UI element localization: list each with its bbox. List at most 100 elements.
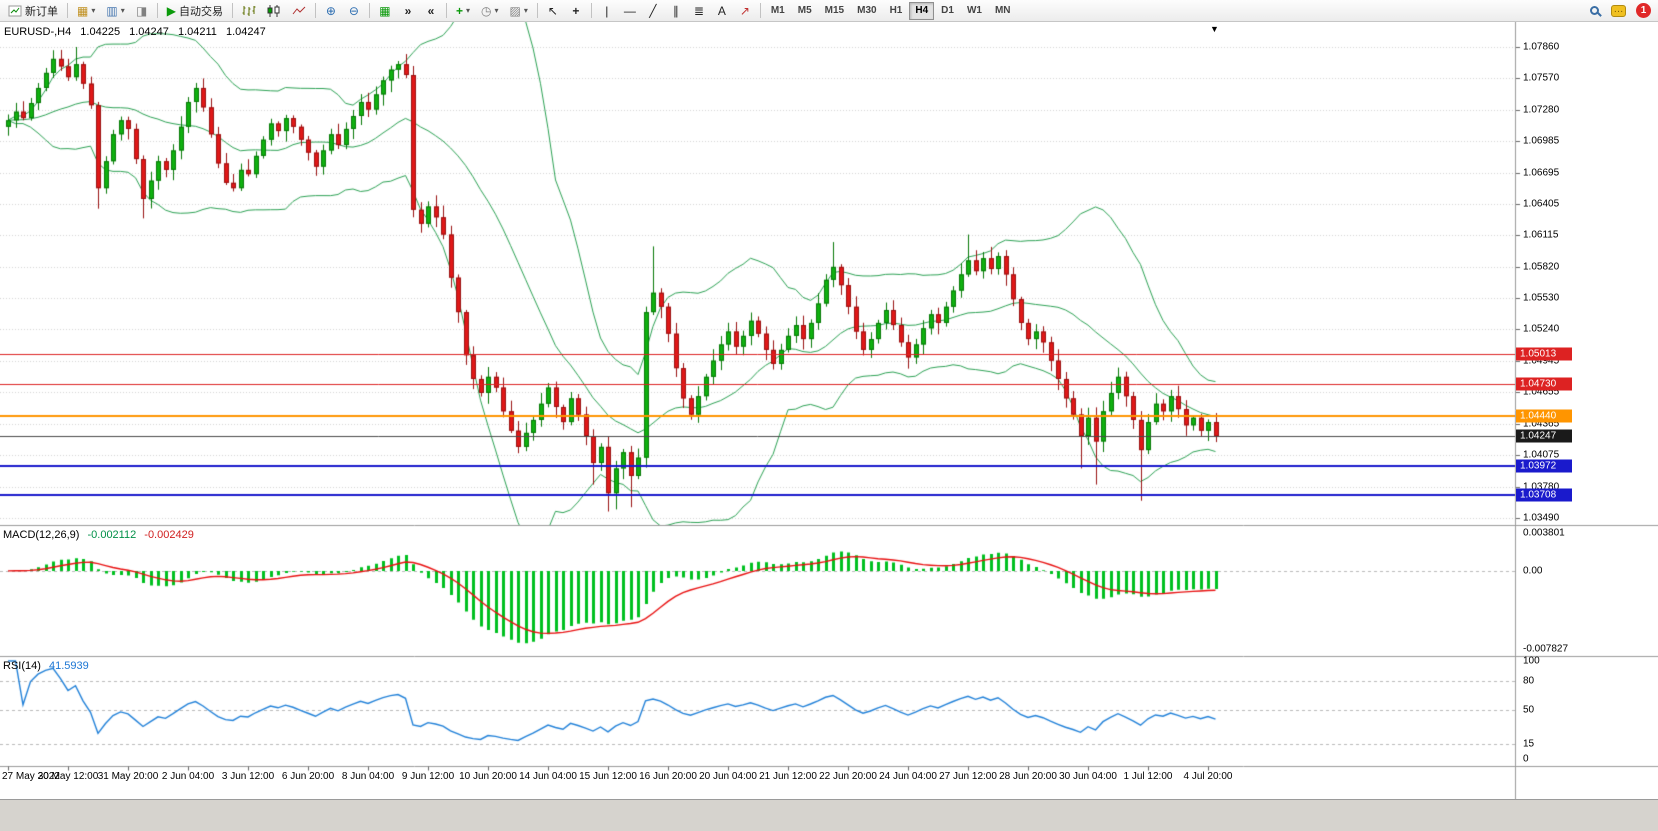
price-axis-label: 1.04945 [1523, 355, 1560, 367]
profiles-icon: ▥ [106, 3, 118, 18]
timeframe-h4[interactable]: H4 [909, 1, 935, 20]
cursor-button[interactable]: ↖ [542, 1, 564, 21]
time-axis-label: 27 May 2022 [2, 771, 60, 782]
crosshair-button[interactable]: + [565, 1, 587, 21]
line-chart-button[interactable] [287, 1, 311, 21]
price-axis-label: 1.07860 [1523, 41, 1560, 53]
text-tool-icon: A [717, 3, 726, 18]
search-icon [1589, 6, 1599, 15]
time-axis-label: 9 Jun 12:00 [401, 771, 455, 782]
timeframe-d1[interactable]: D1 [941, 5, 954, 16]
new-order-button[interactable]: 新订单 [3, 1, 63, 21]
trendline-button[interactable]: ╱ [642, 1, 664, 21]
chart-shift-button[interactable]: « [420, 1, 442, 21]
rsi-axis-label: 80 [1523, 675, 1535, 687]
timeframe-m15[interactable]: M15 [824, 5, 845, 16]
zoom-out-button[interactable]: ⊖ [343, 1, 365, 21]
channel-button[interactable]: ∥ [665, 1, 687, 21]
toolbar-separator [67, 3, 68, 18]
rsi-indicator-label: RSI(14) 41.5939 [3, 660, 89, 672]
rsi-axis-label: 15 [1523, 738, 1535, 750]
tile-windows-icon: ▦ [379, 3, 391, 18]
macd-axis-label: -0.007827 [1523, 643, 1569, 655]
fibonacci-button[interactable]: ≣ [688, 1, 710, 21]
timeframe-w1[interactable]: W1 [966, 5, 982, 16]
toolbar-separator [536, 3, 538, 18]
timeframe-m1[interactable]: M1 [770, 5, 785, 16]
chart-window: EURUSD-,H4 1.04225 1.04247 1.04211 1.042… [0, 22, 1658, 831]
auto-trading-button[interactable]: ▶ 自动交易 [162, 1, 228, 21]
ohlc-open: 1.04225 [80, 26, 121, 38]
fibonacci-icon: ≣ [693, 3, 704, 18]
zoom-in-button[interactable]: ⊕ [320, 1, 342, 21]
level-badge: 1.04440 [1516, 409, 1572, 423]
chart-canvas[interactable] [0, 22, 1658, 831]
caret-icon: ▾ [465, 6, 470, 15]
new-order-label: 新订单 [25, 5, 58, 18]
templates-button[interactable]: ▨ ▾ [504, 1, 532, 21]
cursor-icon: ↖ [547, 3, 558, 18]
window-bottom-strip [0, 799, 1658, 831]
candlestick-chart-icon [267, 4, 280, 17]
zoom-out-icon: ⊖ [348, 3, 359, 18]
level-badge: 1.03972 [1516, 459, 1572, 473]
alerts-icon: ◨ [136, 3, 148, 18]
time-axis-label: 22 Jun 20:00 [819, 771, 877, 782]
periods-button[interactable]: ◷ ▾ [476, 1, 504, 21]
timeframe-m5[interactable]: M5 [797, 5, 812, 16]
rsi-value: 41.5939 [48, 660, 89, 672]
time-axis-label: 6 Jun 20:00 [281, 771, 335, 782]
vertical-line-button[interactable]: | [596, 1, 618, 21]
timeframe-m30[interactable]: M30 [857, 5, 877, 16]
auto-trading-label: 自动交易 [178, 5, 223, 18]
chat-icon: … [1611, 4, 1626, 17]
toolbar-separator [231, 3, 233, 18]
time-axis-label: 30 May 12:00 [37, 771, 99, 782]
tile-windows-button[interactable]: ▦ [374, 1, 396, 21]
community-chat-button[interactable]: … [1606, 1, 1631, 21]
bid-price-badge: 1.04247 [1516, 429, 1572, 443]
horizontal-line-button[interactable]: — [619, 1, 641, 21]
chart-shift-marker: ▼ [1210, 24, 1219, 34]
candlestick-chart-button[interactable] [262, 1, 286, 21]
rsi-name: RSI(14) [3, 660, 41, 672]
periods-icon: ◷ [480, 3, 492, 18]
time-axis-label: 24 Jun 04:00 [879, 771, 937, 782]
new-order-icon [8, 5, 22, 16]
macd-name: MACD(12,26,9) [3, 529, 80, 541]
arrows-tool-button[interactable]: ↗ [734, 1, 756, 21]
time-axis-label: 2 Jun 04:00 [161, 771, 215, 782]
bar-chart-button[interactable] [237, 1, 261, 21]
text-tool-button[interactable]: A [711, 1, 733, 21]
time-axis-label: 4 Jul 20:00 [1183, 771, 1233, 782]
time-axis-label: 15 Jun 12:00 [579, 771, 637, 782]
indicators-button[interactable]: + ▾ [451, 1, 475, 21]
price-axis-label: 1.04655 [1523, 386, 1560, 398]
time-axis-label: 30 Jun 04:00 [1059, 771, 1117, 782]
search-button[interactable] [1583, 1, 1605, 21]
notification-badge[interactable]: 1 [1636, 3, 1651, 18]
time-axis-label: 16 Jun 20:00 [639, 771, 697, 782]
timeframe-mn[interactable]: MN [994, 5, 1011, 16]
caret-icon: ▾ [494, 6, 499, 15]
macd-main-value: -0.002112 [87, 529, 137, 541]
trendline-icon: ╱ [649, 3, 657, 18]
new-chart-button[interactable]: ▦ ▾ [72, 1, 100, 21]
toolbar-separator [314, 3, 316, 18]
toolbar-separator [590, 3, 592, 18]
alerts-button[interactable]: ◨ [131, 1, 153, 21]
templates-icon: ▨ [509, 3, 521, 18]
level-badge: 1.04730 [1516, 377, 1572, 391]
auto-scroll-button[interactable]: » [397, 1, 419, 21]
price-axis-label: 1.06405 [1523, 198, 1560, 210]
timeframe-h1[interactable]: H1 [889, 5, 903, 16]
vertical-line-icon: | [605, 3, 609, 18]
caret-icon: ▾ [91, 6, 96, 15]
macd-axis-label: 0.003801 [1523, 527, 1565, 539]
symbol-period-label: EURUSD-,H4 [4, 26, 72, 38]
toolbar: 新订单 ▦ ▾ ▥ ▾ ◨ ▶ 自动交易 ⊕ ⊖ ▦ » « + ▾ ◷ ▾ ▨ ▾ ↖ +… [0, 0, 1658, 22]
time-axis-label: 28 Jun 20:00 [999, 771, 1057, 782]
zoom-in-icon: ⊕ [325, 3, 336, 18]
profiles-button[interactable]: ▥ ▾ [101, 1, 129, 21]
time-axis-label: 27 Jun 12:00 [939, 771, 997, 782]
